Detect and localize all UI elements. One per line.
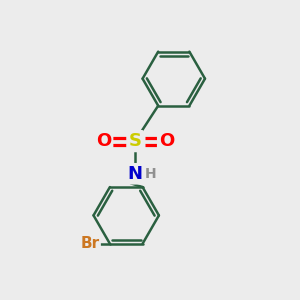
- Text: Br: Br: [81, 236, 100, 251]
- Text: S: S: [129, 132, 142, 150]
- Text: N: N: [128, 165, 142, 183]
- Text: H: H: [145, 167, 156, 181]
- Text: O: O: [96, 132, 112, 150]
- Text: O: O: [159, 132, 174, 150]
